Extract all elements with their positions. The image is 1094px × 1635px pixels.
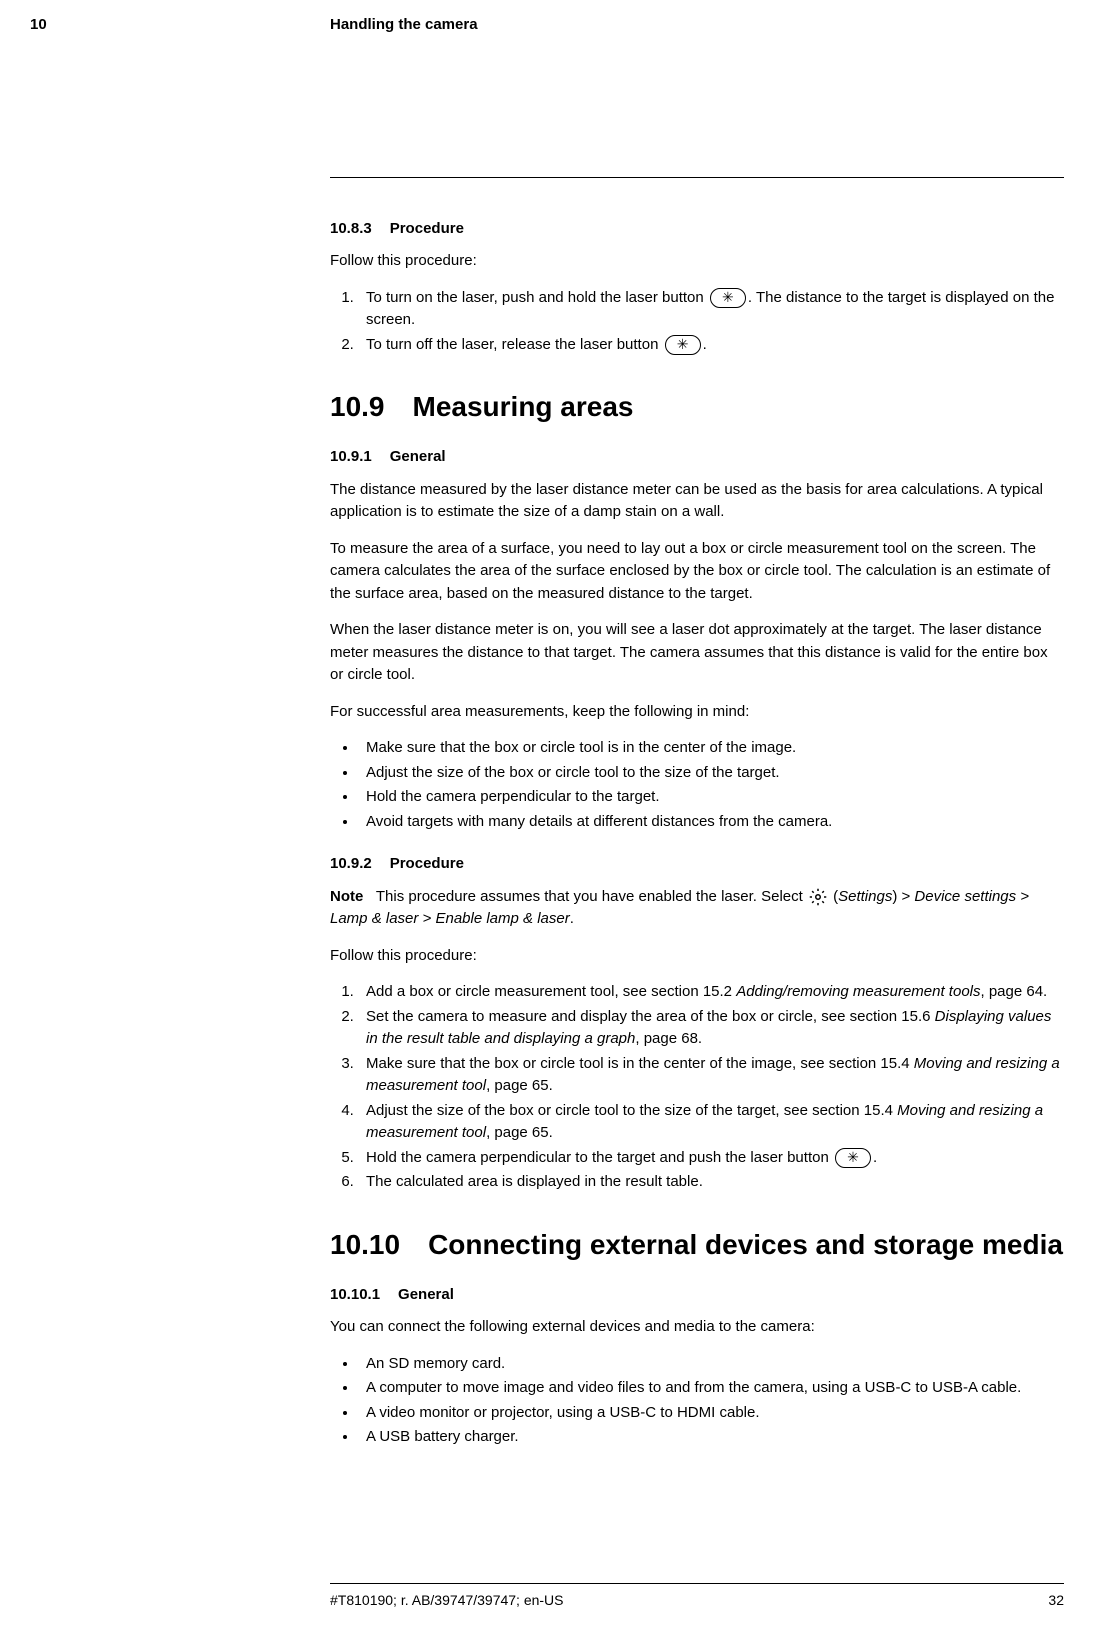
body-paragraph: For successful area measurements, keep t…: [330, 701, 1064, 724]
step-text: , page 64.: [981, 983, 1048, 1000]
subsection-title-text: Procedure: [390, 855, 464, 872]
section-number: 10.9: [330, 386, 385, 428]
list-item: Adjust the size of the box or circle too…: [358, 762, 1064, 785]
list-item: Avoid targets with many details at diffe…: [358, 811, 1064, 834]
section-number: 10.10: [330, 1224, 400, 1266]
step-text: .: [873, 1149, 877, 1166]
subsection-title-text: General: [398, 1286, 454, 1303]
note-settings-italic: Settings: [838, 888, 892, 905]
procedure-intro: Follow this procedure:: [330, 945, 1064, 968]
chapter-number: 10: [30, 14, 330, 37]
procedure-steps-10-9-2: Add a box or circle measurement tool, se…: [330, 981, 1064, 1194]
step-text: .: [703, 336, 707, 353]
body-paragraph: The distance measured by the laser dista…: [330, 479, 1064, 524]
page-number: 32: [1048, 1590, 1064, 1611]
section-title-text: Connecting external devices and storage …: [428, 1229, 1063, 1260]
note-text: (: [829, 888, 838, 905]
subsection-number: 10.10.1: [330, 1284, 380, 1307]
page-footer: #T810190; r. AB/39747/39747; en-US 32: [330, 1583, 1064, 1611]
body-paragraph: To measure the area of a surface, you ne…: [330, 538, 1064, 606]
list-item: A computer to move image and video files…: [358, 1377, 1064, 1400]
step-text: Set the camera to measure and display th…: [366, 1008, 935, 1025]
step-text: Make sure that the box or circle tool is…: [366, 1055, 914, 1072]
step-text: To turn on the laser, push and hold the …: [366, 289, 708, 306]
step-text: , page 65.: [486, 1124, 553, 1141]
footer-rule: [330, 1583, 1064, 1584]
list-item: To turn on the laser, push and hold the …: [358, 287, 1064, 332]
subsection-title-text: Procedure: [390, 220, 464, 237]
list-item: A USB battery charger.: [358, 1426, 1064, 1449]
doc-reference: #T810190; r. AB/39747/39747; en-US: [330, 1590, 564, 1611]
laser-button-icon: [835, 1148, 871, 1168]
subsection-number: 10.8.3: [330, 218, 372, 241]
page-header: 10 Handling the camera: [0, 0, 1094, 37]
list-item: Set the camera to measure and display th…: [358, 1006, 1064, 1051]
step-italic: Adding/removing measurement tools: [736, 983, 980, 1000]
list-item: A video monitor or projector, using a US…: [358, 1402, 1064, 1425]
subsection-10-9-2-heading: 10.9.2 Procedure: [330, 853, 1064, 876]
step-text: Adjust the size of the box or circle too…: [366, 1102, 897, 1119]
procedure-steps-10-8-3: To turn on the laser, push and hold the …: [330, 287, 1064, 357]
section-10-10-heading: 10.10 Connecting external devices and sto…: [330, 1224, 1064, 1266]
list-item: Hold the camera perpendicular to the tar…: [358, 1147, 1064, 1170]
subsection-10-8-3-heading: 10.8.3 Procedure: [330, 218, 1064, 241]
list-item: Adjust the size of the box or circle too…: [358, 1100, 1064, 1145]
list-item: Make sure that the box or circle tool is…: [358, 737, 1064, 760]
laser-button-icon: [710, 288, 746, 308]
note-text: ) >: [892, 888, 914, 905]
note-paragraph: Note This procedure assumes that you hav…: [330, 886, 1064, 931]
note-label: Note: [330, 888, 363, 905]
note-text: .: [570, 910, 574, 927]
list-item: The calculated area is displayed in the …: [358, 1171, 1064, 1194]
settings-icon: [809, 888, 827, 906]
subsection-number: 10.9.2: [330, 853, 372, 876]
step-text: To turn off the laser, release the laser…: [366, 336, 663, 353]
step-text: Add a box or circle measurement tool, se…: [366, 983, 736, 1000]
step-text: , page 65.: [486, 1077, 553, 1094]
list-item: Hold the camera perpendicular to the tar…: [358, 786, 1064, 809]
top-rule: [330, 177, 1064, 178]
footer-row: #T810190; r. AB/39747/39747; en-US 32: [330, 1590, 1064, 1611]
procedure-intro: Follow this procedure:: [330, 250, 1064, 273]
chapter-title: Handling the camera: [330, 14, 1064, 37]
step-text: , page 68.: [635, 1030, 702, 1047]
section-10-9-heading: 10.9 Measuring areas: [330, 386, 1064, 428]
subsection-title-text: General: [390, 448, 446, 465]
subsection-number: 10.9.1: [330, 446, 372, 469]
subsection-10-10-1-heading: 10.10.1 General: [330, 1284, 1064, 1307]
section-title-text: Measuring areas: [413, 391, 634, 422]
body-paragraph: When the laser distance meter is on, you…: [330, 619, 1064, 687]
list-item: Add a box or circle measurement tool, se…: [358, 981, 1064, 1004]
bullet-list-10-9-1: Make sure that the box or circle tool is…: [330, 737, 1064, 833]
list-item: Make sure that the box or circle tool is…: [358, 1053, 1064, 1098]
list-item: An SD memory card.: [358, 1353, 1064, 1376]
step-text: Hold the camera perpendicular to the tar…: [366, 1149, 833, 1166]
laser-button-icon: [665, 335, 701, 355]
body-paragraph: You can connect the following external d…: [330, 1316, 1064, 1339]
page-content: 10.8.3 Procedure Follow this procedure: T…: [330, 37, 1064, 1449]
subsection-10-9-1-heading: 10.9.1 General: [330, 446, 1064, 469]
list-item: To turn off the laser, release the laser…: [358, 334, 1064, 357]
note-text: This procedure assumes that you have ena…: [376, 888, 807, 905]
bullet-list-10-10-1: An SD memory card. A computer to move im…: [330, 1353, 1064, 1449]
